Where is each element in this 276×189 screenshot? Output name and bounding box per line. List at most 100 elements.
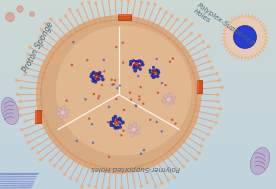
Circle shape — [142, 102, 144, 105]
Circle shape — [225, 28, 226, 30]
Circle shape — [173, 175, 176, 179]
Circle shape — [100, 75, 103, 78]
Circle shape — [119, 126, 122, 129]
Circle shape — [24, 134, 28, 138]
Polygon shape — [35, 110, 37, 123]
Circle shape — [97, 75, 100, 78]
Circle shape — [139, 68, 142, 70]
Circle shape — [59, 18, 62, 22]
Circle shape — [157, 92, 159, 94]
Circle shape — [116, 126, 120, 129]
Circle shape — [169, 61, 171, 63]
Circle shape — [149, 71, 152, 74]
Circle shape — [112, 119, 115, 122]
Circle shape — [151, 74, 154, 77]
Circle shape — [239, 16, 240, 18]
Circle shape — [264, 31, 266, 32]
Circle shape — [265, 36, 267, 38]
Circle shape — [249, 39, 253, 42]
Circle shape — [6, 12, 15, 22]
Circle shape — [103, 59, 105, 61]
Circle shape — [223, 15, 267, 59]
Circle shape — [244, 15, 246, 17]
Circle shape — [216, 100, 220, 103]
Circle shape — [154, 70, 156, 72]
Circle shape — [166, 97, 171, 102]
Circle shape — [72, 41, 75, 43]
Circle shape — [242, 15, 243, 17]
Ellipse shape — [62, 105, 66, 111]
Circle shape — [87, 184, 91, 187]
Circle shape — [92, 76, 95, 80]
Circle shape — [137, 75, 139, 77]
Circle shape — [17, 6, 23, 12]
Circle shape — [209, 126, 213, 130]
Circle shape — [23, 119, 27, 123]
Circle shape — [155, 71, 157, 74]
Circle shape — [36, 151, 40, 155]
Circle shape — [26, 141, 30, 145]
Circle shape — [262, 47, 264, 48]
Circle shape — [95, 74, 98, 76]
Circle shape — [30, 12, 34, 16]
Polygon shape — [0, 94, 276, 104]
Ellipse shape — [36, 15, 201, 174]
Circle shape — [28, 45, 31, 49]
Polygon shape — [118, 14, 131, 20]
Circle shape — [143, 149, 145, 151]
Circle shape — [146, 181, 149, 185]
Circle shape — [172, 57, 174, 60]
Circle shape — [91, 123, 93, 125]
Circle shape — [121, 121, 124, 124]
Circle shape — [63, 173, 67, 176]
Ellipse shape — [1, 97, 18, 125]
Circle shape — [189, 32, 193, 35]
Ellipse shape — [163, 94, 168, 99]
Circle shape — [243, 28, 247, 32]
Circle shape — [152, 69, 155, 72]
Circle shape — [214, 121, 218, 124]
Circle shape — [26, 53, 30, 56]
Circle shape — [247, 41, 250, 45]
Circle shape — [39, 158, 43, 162]
Circle shape — [103, 70, 105, 73]
Circle shape — [138, 95, 140, 98]
Circle shape — [88, 117, 91, 120]
Circle shape — [120, 186, 124, 189]
Circle shape — [120, 119, 122, 122]
Circle shape — [262, 26, 264, 27]
Circle shape — [200, 144, 203, 148]
Circle shape — [60, 110, 65, 115]
Circle shape — [215, 72, 219, 75]
Circle shape — [130, 98, 132, 101]
Circle shape — [164, 11, 168, 14]
Circle shape — [155, 69, 158, 72]
Circle shape — [182, 165, 185, 168]
Circle shape — [26, 60, 30, 63]
Circle shape — [49, 159, 52, 162]
Circle shape — [91, 73, 93, 76]
Circle shape — [68, 8, 71, 11]
Circle shape — [208, 60, 211, 63]
Circle shape — [18, 107, 21, 110]
Polygon shape — [0, 85, 276, 94]
Polygon shape — [35, 110, 41, 123]
Circle shape — [205, 54, 208, 57]
Circle shape — [92, 142, 94, 144]
Circle shape — [97, 97, 100, 100]
Circle shape — [140, 153, 142, 155]
Polygon shape — [0, 9, 276, 19]
Circle shape — [265, 39, 267, 41]
Circle shape — [118, 117, 121, 121]
Circle shape — [19, 114, 22, 117]
Circle shape — [23, 73, 26, 76]
Ellipse shape — [133, 122, 137, 128]
Circle shape — [176, 17, 179, 21]
Circle shape — [250, 57, 251, 58]
Circle shape — [140, 0, 144, 4]
Circle shape — [112, 124, 116, 127]
Circle shape — [86, 59, 89, 61]
Circle shape — [147, 1, 150, 5]
Circle shape — [201, 138, 205, 141]
Polygon shape — [0, 57, 276, 66]
